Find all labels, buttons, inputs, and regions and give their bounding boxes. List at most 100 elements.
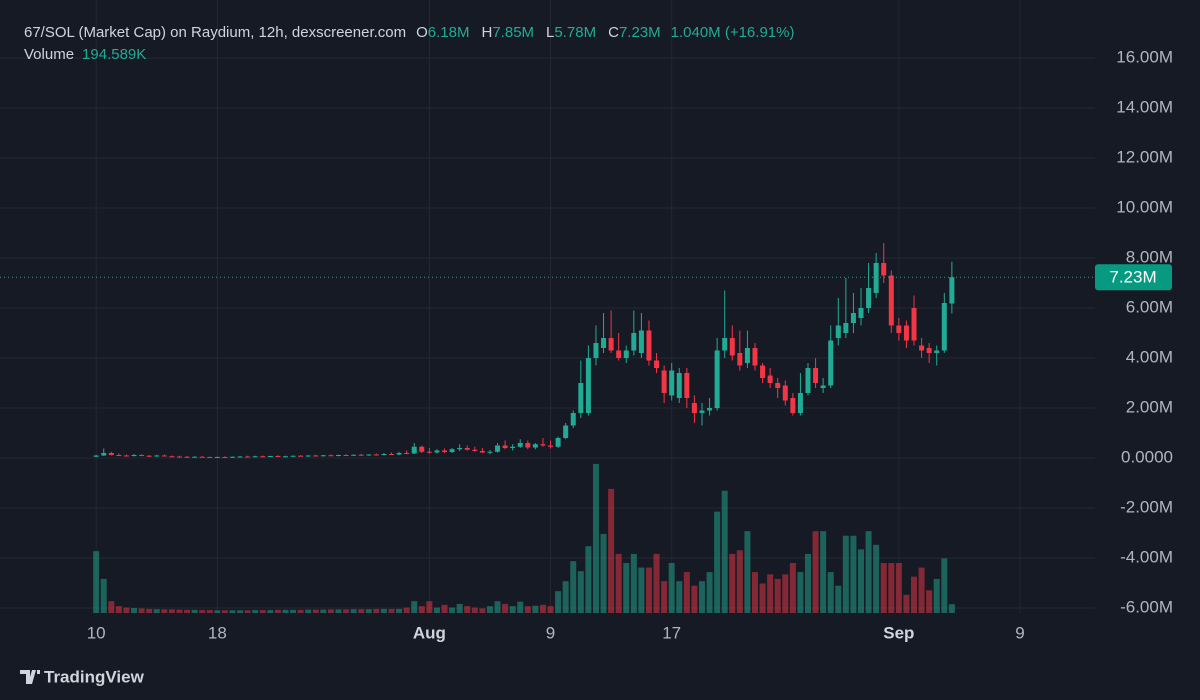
volume-bar [282, 609, 289, 613]
candle-body [275, 456, 281, 457]
candle-body [93, 455, 99, 457]
volume-bar [146, 608, 153, 613]
candle-body [139, 455, 145, 456]
candle-body [252, 456, 258, 458]
volume-bar [100, 578, 107, 613]
volume-bar [547, 606, 554, 613]
volume-bar [691, 585, 698, 613]
volume-bar [191, 609, 198, 613]
candle-body [298, 455, 304, 457]
volume-bar [941, 558, 948, 613]
volume-bar [926, 590, 933, 613]
last-price-tag [1095, 264, 1172, 291]
candle-body [381, 454, 387, 455]
volume-bar [797, 572, 804, 613]
candle-body [123, 455, 129, 457]
candle-body [479, 451, 485, 453]
volume-bar [903, 594, 910, 613]
volume-bar [199, 610, 206, 613]
candle-body [707, 408, 713, 411]
volume-bar [161, 609, 168, 613]
volume-bar [524, 606, 531, 613]
candle-body [184, 456, 190, 458]
candle-body [335, 455, 341, 456]
volume-bar [320, 609, 327, 613]
volume-value: 194.589K [82, 46, 147, 63]
volume-bar [509, 606, 516, 613]
x-tick-label: 17 [662, 623, 681, 642]
volume-bar [221, 610, 228, 613]
candle-body [911, 308, 917, 341]
volume-bar [774, 578, 781, 613]
volume-bar [555, 591, 562, 613]
watermark: TradingView [20, 667, 145, 686]
h-label: H [481, 24, 493, 41]
candle-body [389, 454, 395, 455]
volume-bar [918, 567, 925, 613]
volume-bar [676, 581, 683, 613]
candle-body [767, 375, 773, 383]
candle-body [820, 385, 826, 388]
volume-bar [168, 609, 175, 613]
candle-body [638, 330, 644, 353]
candle-body [146, 455, 152, 457]
volume-bar [858, 549, 865, 613]
volume-bar [592, 463, 599, 613]
volume-bar [131, 608, 138, 613]
candle-body [313, 455, 319, 457]
volume-bar [380, 608, 387, 613]
volume-bar [396, 608, 403, 613]
x-tick-label: 10 [87, 623, 106, 642]
candle-body [548, 445, 554, 447]
volume-bar [290, 609, 297, 613]
candle-body [722, 338, 728, 351]
candle-body [881, 263, 887, 276]
candle-body [404, 453, 410, 454]
candle-body [797, 393, 803, 413]
candle-body [752, 348, 758, 366]
watermark-text: TradingView [44, 667, 145, 686]
volume-bar [403, 607, 410, 613]
volume-header: Volume 194.589K [24, 46, 146, 63]
volume-bar [820, 531, 827, 613]
candle-body [631, 333, 637, 351]
volume-bar [123, 607, 130, 613]
candle-body [229, 456, 235, 458]
candle-body [176, 456, 182, 458]
candle-body [843, 323, 849, 333]
volume-bar [267, 610, 274, 613]
volume-bar [418, 606, 425, 613]
candle-body [760, 365, 766, 378]
volume-bar [426, 601, 433, 613]
y-tick-label: 12.00M [1116, 147, 1173, 166]
volume-bar [895, 563, 902, 613]
volume-bar [744, 531, 751, 613]
o-value: 6.18M [427, 24, 470, 41]
volume-bar [343, 609, 350, 613]
volume-bar [312, 609, 319, 613]
candle-body [669, 370, 675, 396]
candle-body [593, 343, 599, 358]
candle-body [525, 443, 531, 448]
o-label: O [416, 24, 428, 41]
volume-bar [623, 563, 630, 613]
volume-bar [373, 608, 380, 613]
y-tick-label: -4.00M [1120, 547, 1173, 566]
candle-body [169, 456, 175, 458]
candle-body [358, 454, 364, 456]
candle-body [343, 455, 349, 456]
volume-bar [494, 601, 501, 613]
y-tick-label: 16.00M [1116, 47, 1173, 66]
candle-body [373, 454, 379, 456]
volume-bar [888, 563, 895, 613]
candle-body [903, 325, 909, 341]
y-tick-label: 4.00M [1126, 347, 1173, 366]
volume-bar [835, 585, 842, 613]
volume-bar [206, 610, 213, 613]
candle-body [585, 358, 591, 413]
volume-bar [433, 607, 440, 613]
candle-body [199, 456, 205, 458]
volume-bar [214, 610, 221, 613]
candle-body [623, 350, 629, 358]
